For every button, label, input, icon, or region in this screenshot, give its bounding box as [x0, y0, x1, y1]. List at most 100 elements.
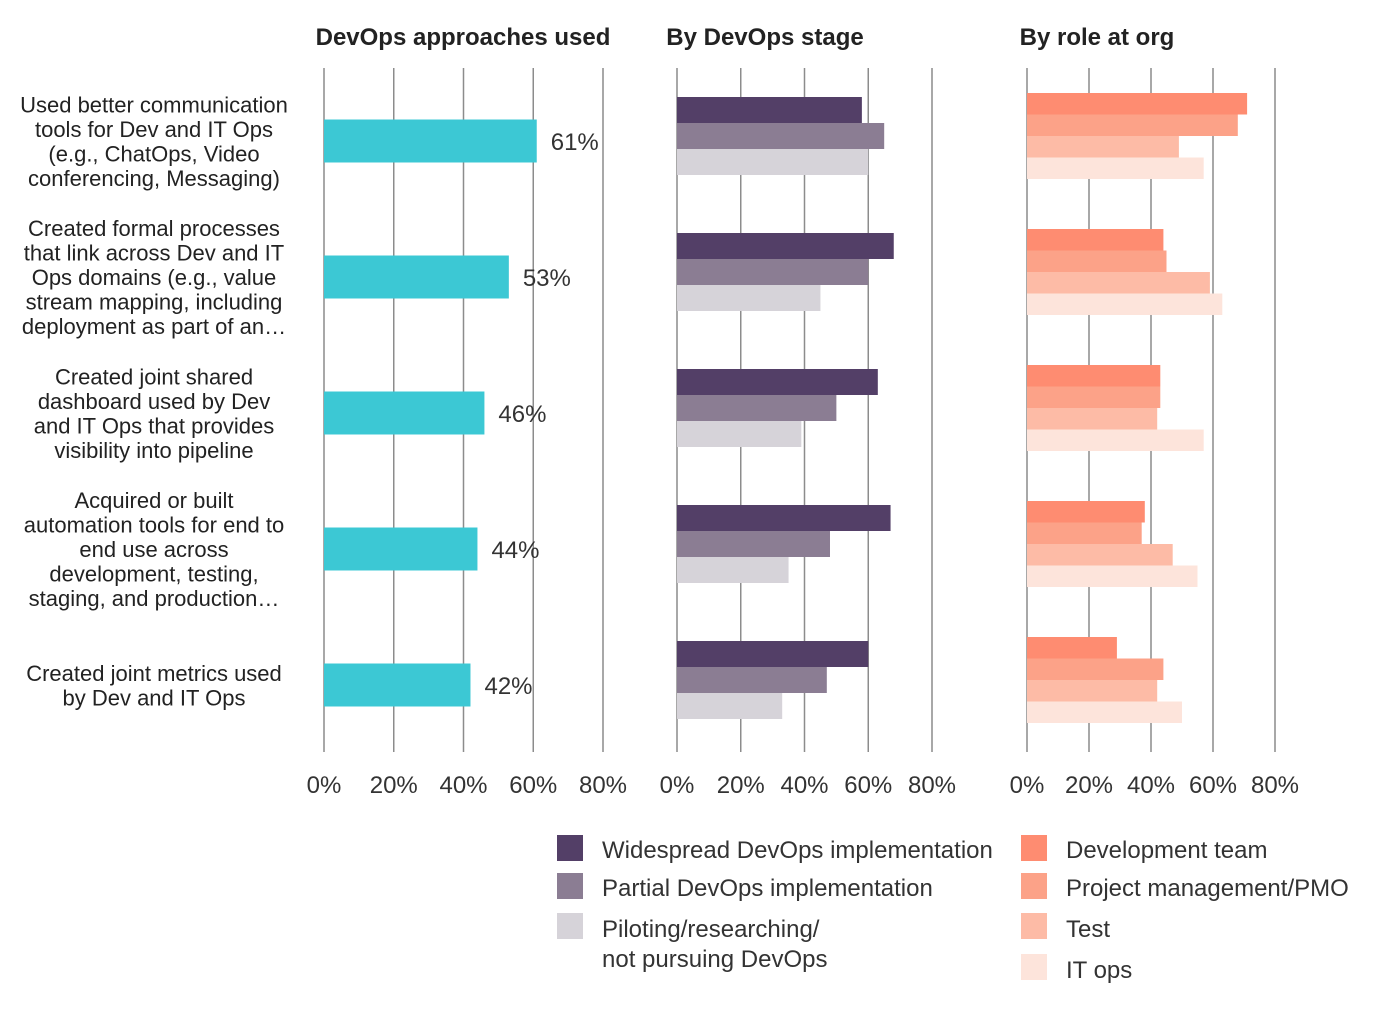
x-tick-label-0-2: 40% — [439, 772, 487, 799]
bar-partial-communication-tools — [677, 123, 885, 149]
category-label-shared-dashboard-line1: dashboard used by Dev — [38, 389, 270, 414]
bar-test-joint-metrics — [1027, 680, 1158, 702]
bar-test-automation-tools — [1027, 544, 1173, 566]
legend-swatch-pmo — [1021, 873, 1047, 899]
category-label-formal-processes-line0: Created formal processes — [28, 216, 280, 241]
x-tick-label-1-2: 40% — [780, 772, 828, 799]
legend-label-development-team: Development team — [1066, 837, 1268, 864]
bar-it-ops-communication-tools — [1027, 157, 1204, 179]
data-label-shared-dashboard: 46% — [498, 401, 546, 428]
x-tick-label-0-4: 80% — [579, 772, 627, 799]
data-label-formal-processes: 53% — [523, 265, 571, 292]
bar-widespread-formal-processes — [677, 233, 894, 259]
legend-label-partial: Partial DevOps implementation — [602, 875, 933, 902]
bar-partial-joint-metrics — [677, 667, 827, 693]
data-label-communication-tools: 61% — [551, 129, 599, 156]
bar-widespread-automation-tools — [677, 505, 891, 531]
bar-approach-joint-metrics — [324, 663, 471, 707]
bar-it-ops-joint-metrics — [1027, 701, 1182, 723]
category-label-automation-tools-line2: end use across — [79, 537, 228, 562]
legend-swatch-piloting — [557, 913, 583, 939]
panel-title-2: By role at org — [1020, 24, 1175, 51]
x-tick-label-0-3: 60% — [509, 772, 557, 799]
panel-title-1: By DevOps stage — [666, 24, 863, 51]
category-label-formal-processes-line2: Ops domains (e.g., value — [32, 265, 277, 290]
category-label-automation-tools-line0: Acquired or built — [75, 488, 234, 513]
legend-label-piloting-line2: not pursuing DevOps — [602, 946, 828, 973]
data-label-automation-tools: 44% — [491, 537, 539, 564]
bar-it-ops-automation-tools — [1027, 565, 1198, 587]
category-label-communication-tools-line0: Used better communication — [20, 92, 288, 117]
bar-development-team-automation-tools — [1027, 501, 1145, 523]
category-label-automation-tools-line1: automation tools for end to — [24, 513, 285, 538]
bar-piloting-formal-processes — [677, 285, 821, 311]
bar-test-shared-dashboard — [1027, 408, 1158, 430]
category-label-formal-processes-line1: that link across Dev and IT — [24, 241, 284, 266]
x-tick-label-2-3: 60% — [1189, 772, 1237, 799]
x-tick-label-2-1: 20% — [1065, 772, 1113, 799]
bar-piloting-shared-dashboard — [677, 421, 802, 447]
legend-swatch-widespread — [557, 835, 583, 861]
bar-partial-automation-tools — [677, 531, 830, 557]
bar-approach-communication-tools — [324, 119, 537, 163]
bar-development-team-communication-tools — [1027, 93, 1248, 115]
category-label-communication-tools-line3: conferencing, Messaging) — [28, 166, 280, 191]
bar-piloting-automation-tools — [677, 557, 789, 583]
bar-pmo-shared-dashboard — [1027, 386, 1161, 408]
category-label-shared-dashboard-line3: visibility into pipeline — [54, 438, 253, 463]
x-tick-label-1-0: 0% — [660, 772, 695, 799]
bar-approach-automation-tools — [324, 527, 478, 571]
x-tick-label-2-2: 40% — [1127, 772, 1175, 799]
bar-pmo-communication-tools — [1027, 114, 1238, 136]
legend-swatch-partial — [557, 873, 583, 899]
bar-pmo-formal-processes — [1027, 250, 1167, 272]
category-label-communication-tools-line2: (e.g., ChatOps, Video — [48, 141, 259, 166]
x-tick-label-1-4: 80% — [908, 772, 956, 799]
bar-development-team-joint-metrics — [1027, 637, 1117, 659]
legend-label-pmo: Project management/PMO — [1066, 875, 1349, 902]
bar-development-team-formal-processes — [1027, 229, 1164, 251]
bar-widespread-communication-tools — [677, 97, 862, 123]
category-label-communication-tools-line1: tools for Dev and IT Ops — [35, 117, 273, 142]
bar-widespread-shared-dashboard — [677, 369, 878, 395]
x-tick-label-2-4: 80% — [1251, 772, 1299, 799]
bar-it-ops-shared-dashboard — [1027, 429, 1204, 451]
x-tick-label-2-0: 0% — [1010, 772, 1045, 799]
bar-pmo-joint-metrics — [1027, 658, 1164, 680]
bar-partial-shared-dashboard — [677, 395, 837, 421]
bar-approach-shared-dashboard — [324, 391, 485, 435]
legend-label-test: Test — [1066, 916, 1111, 943]
legend-swatch-test — [1021, 913, 1047, 939]
category-label-shared-dashboard-line2: and IT Ops that provides — [34, 413, 275, 438]
bar-partial-formal-processes — [677, 259, 869, 285]
legend-swatch-development-team — [1021, 835, 1047, 861]
category-label-joint-metrics-line0: Created joint metrics used — [26, 661, 282, 686]
panel-title-0: DevOps approaches used — [316, 24, 611, 51]
category-label-automation-tools-line4: staging, and production… — [29, 586, 280, 611]
category-label-shared-dashboard-line0: Created joint shared — [55, 364, 253, 389]
bar-widespread-joint-metrics — [677, 641, 869, 667]
category-label-automation-tools-line3: development, testing, — [49, 562, 258, 587]
x-tick-label-0-1: 20% — [370, 772, 418, 799]
bar-piloting-joint-metrics — [677, 693, 783, 719]
x-tick-label-1-1: 20% — [717, 772, 765, 799]
bar-development-team-shared-dashboard — [1027, 365, 1161, 387]
legend-label-widespread: Widespread DevOps implementation — [602, 837, 993, 864]
category-label-formal-processes-line3: stream mapping, including — [26, 290, 283, 315]
x-tick-label-0-0: 0% — [307, 772, 342, 799]
category-label-joint-metrics-line1: by Dev and IT Ops — [62, 685, 245, 710]
bar-pmo-automation-tools — [1027, 522, 1142, 544]
bar-test-formal-processes — [1027, 272, 1210, 294]
bar-approach-formal-processes — [324, 255, 509, 299]
legend-swatch-it-ops — [1021, 954, 1047, 980]
data-label-joint-metrics: 42% — [484, 673, 532, 700]
bar-test-communication-tools — [1027, 136, 1179, 158]
legend-label-piloting-line1: Piloting/researching/ — [602, 916, 820, 943]
bar-it-ops-formal-processes — [1027, 293, 1223, 315]
category-label-formal-processes-line4: deployment as part of an… — [22, 314, 286, 339]
legend-label-it-ops: IT ops — [1066, 957, 1133, 984]
bar-piloting-communication-tools — [677, 149, 869, 175]
